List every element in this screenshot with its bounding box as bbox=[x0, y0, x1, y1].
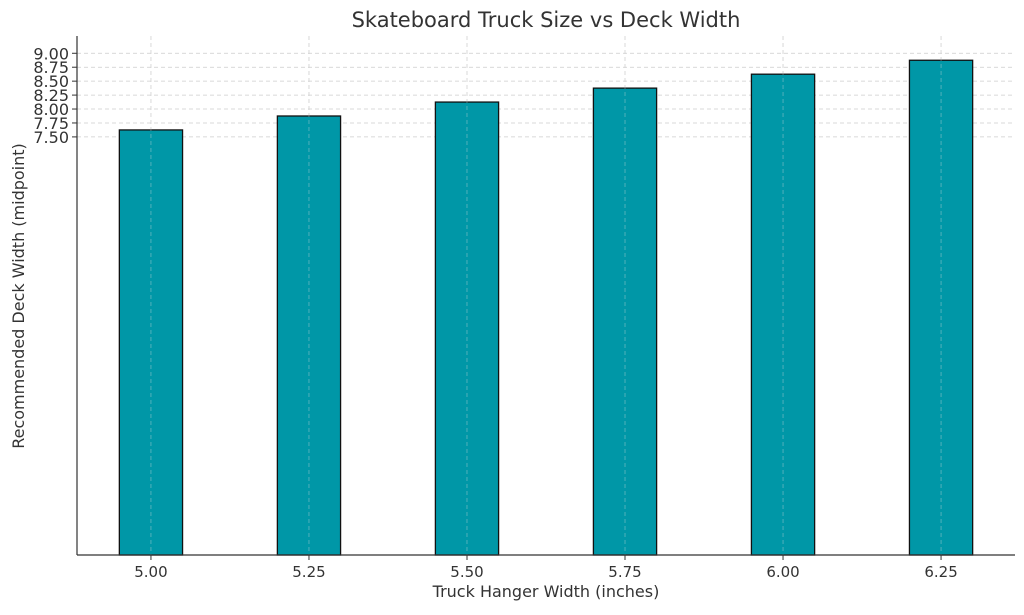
x-tick-label: 5.25 bbox=[292, 563, 325, 581]
y-tick-label: 7.75 bbox=[33, 114, 69, 133]
y-axis-label: Recommended Deck Width (midpoint) bbox=[9, 143, 28, 449]
chart-title: Skateboard Truck Size vs Deck Width bbox=[352, 8, 741, 32]
x-tick-label: 5.50 bbox=[450, 563, 483, 581]
x-tick-label: 6.00 bbox=[766, 563, 799, 581]
y-tick-label: 8.25 bbox=[33, 86, 69, 105]
y-tick-label: 9.00 bbox=[33, 44, 69, 63]
x-axis-label: Truck Hanger Width (inches) bbox=[432, 582, 660, 601]
x-tick-label: 6.25 bbox=[924, 563, 957, 581]
x-tick-label: 5.75 bbox=[608, 563, 641, 581]
ticks: 5.00 5.25 5.50 5.75 6.00 6.25 7.507.758.008.25… bbox=[33, 44, 957, 581]
bar-6.00 bbox=[750, 73, 816, 556]
y-tick-label: 8.50 bbox=[33, 72, 69, 91]
grid bbox=[77, 36, 1015, 555]
y-tick-label: 8.75 bbox=[33, 58, 69, 77]
y-tick-label: 8.00 bbox=[33, 100, 69, 119]
bar-5.25 bbox=[276, 115, 342, 556]
bars bbox=[118, 36, 974, 556]
axes bbox=[76, 36, 1015, 556]
x-tick-label: 5.00 bbox=[134, 563, 167, 581]
y-tick-label: 7.50 bbox=[33, 128, 69, 147]
